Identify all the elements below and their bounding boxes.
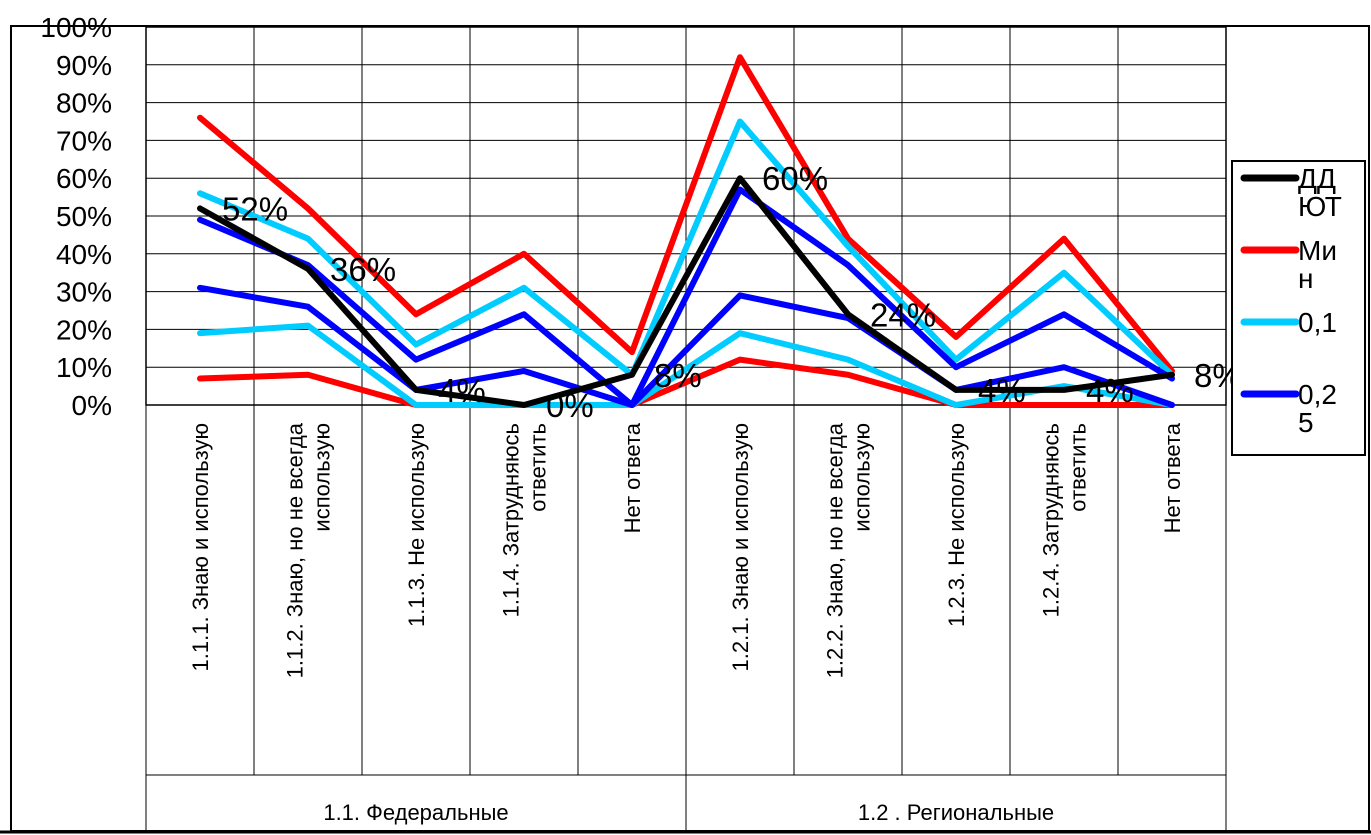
y-tick-label: 60% xyxy=(56,163,112,194)
group-label: 1.2 . Региональные xyxy=(858,800,1054,825)
category-label: Нет ответа xyxy=(620,422,645,533)
y-tick-label: 0% xyxy=(72,390,112,421)
category-label: 1.2.4. Затрудняюсь xyxy=(1039,423,1064,617)
series-line xyxy=(197,322,1175,408)
category-labels: 1.1.1. Знаю и использую 1.1.2. Знаю, но н… xyxy=(188,422,1185,678)
data-label: 4% xyxy=(438,372,486,409)
category-label: ответить xyxy=(526,423,551,512)
y-tick-label: 10% xyxy=(56,352,112,383)
category-label: 1.1.4. Затрудняюсь xyxy=(499,423,524,617)
category-label: ответить xyxy=(1066,423,1091,512)
group-labels: 1.1. Федеральные 1.2 . Региональные xyxy=(323,800,1054,825)
data-label: 60% xyxy=(762,160,828,197)
category-label: 1.1.2. Знаю, но не всегда xyxy=(283,422,308,678)
category-label: 1.2.1. Знаю и использую xyxy=(728,423,753,671)
data-label: 24% xyxy=(870,296,936,333)
data-label: 4% xyxy=(978,372,1026,409)
y-axis-ticks: 0% 10% 20% 30% 40% 50% 60% 70% 80% 90% 100% xyxy=(40,12,112,421)
legend-label: Ми xyxy=(1298,235,1337,266)
series-lines xyxy=(197,54,1175,408)
category-label: 1.2.2. Знаю, но не всегда xyxy=(823,422,848,678)
series-line xyxy=(197,175,1175,408)
category-label: 1.1.3. Не использую xyxy=(404,423,429,627)
legend-label: 0,1 xyxy=(1298,307,1337,338)
legend-label: н xyxy=(1298,263,1313,294)
data-labels: 52%36%4% 0%8%60%24%4% 4% 8% xyxy=(222,160,1242,424)
series-line xyxy=(197,186,1175,408)
y-tick-label: 40% xyxy=(56,239,112,270)
legend-label: 5 xyxy=(1298,407,1314,438)
series-line xyxy=(197,284,1175,408)
legend-label: 0,2 xyxy=(1298,379,1337,410)
group-label: 1.1. Федеральные xyxy=(323,800,508,825)
y-tick-label: 100% xyxy=(40,12,112,43)
series-line xyxy=(197,118,1175,378)
category-label: использую xyxy=(850,423,875,532)
series-line xyxy=(197,356,1175,408)
category-label: 1.1.1. Знаю и использую xyxy=(188,423,213,671)
y-tick-label: 50% xyxy=(56,201,112,232)
y-tick-label: 70% xyxy=(56,125,112,156)
y-tick-label: 20% xyxy=(56,314,112,345)
y-tick-label: 90% xyxy=(56,50,112,81)
legend-label: ЮТ xyxy=(1298,191,1342,222)
legend-box xyxy=(1231,160,1366,456)
data-label: 8% xyxy=(654,357,702,394)
category-table xyxy=(145,26,1227,831)
data-label: 4% xyxy=(1086,372,1134,409)
category-label: 1.2.3. Не использую xyxy=(944,423,969,627)
data-label: 36% xyxy=(330,251,396,288)
data-label: 52% xyxy=(222,190,288,227)
y-tick-label: 30% xyxy=(56,277,112,308)
legend-label: ДД xyxy=(1298,163,1336,194)
y-tick-label: 80% xyxy=(56,88,112,119)
data-label: 0% xyxy=(546,387,594,424)
category-label: Нет ответа xyxy=(1160,422,1185,533)
series-line xyxy=(197,54,1175,374)
category-label: использую xyxy=(310,423,335,532)
